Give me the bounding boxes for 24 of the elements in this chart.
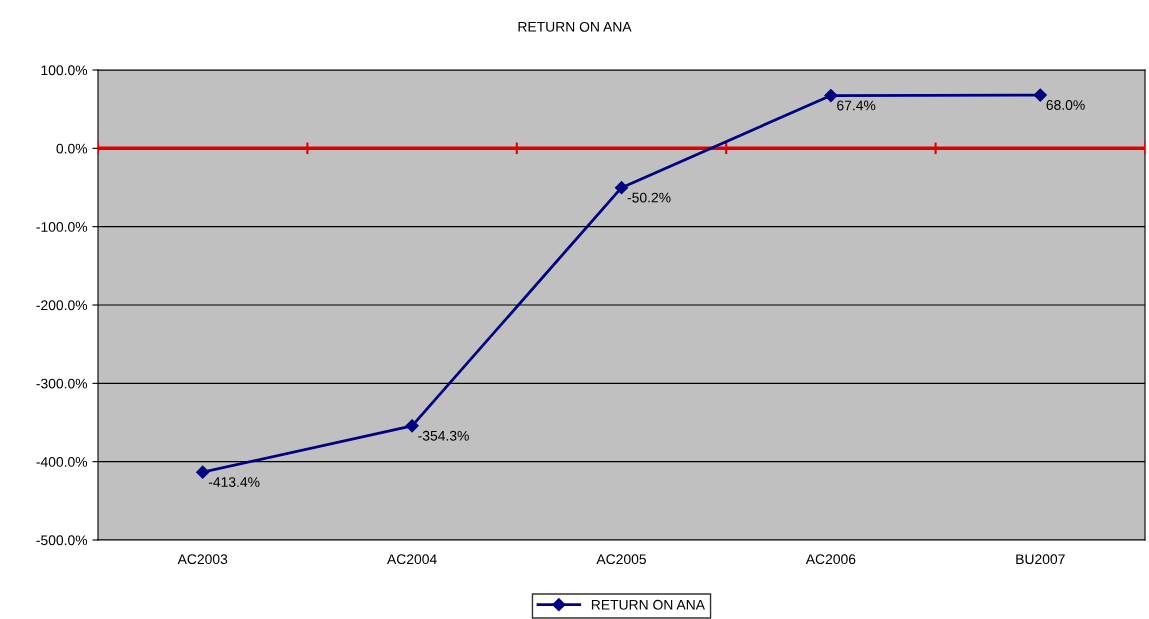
point xyxy=(405,419,419,433)
point xyxy=(614,181,629,195)
x-tick-label: AC2006 xyxy=(805,554,856,565)
chart-title: RETURN ON ANA xyxy=(518,21,632,32)
data-label: -50.2% xyxy=(627,192,671,203)
point xyxy=(1033,88,1047,102)
x-tick-label: AC2003 xyxy=(177,554,228,565)
y-tick-label: -500.0% xyxy=(36,535,88,546)
data-label: 68.0% xyxy=(1046,100,1085,110)
data-label: -354.3% xyxy=(418,430,469,441)
y-tick-label: -100.0% xyxy=(36,222,88,232)
y-tick-label: 100.0% xyxy=(41,65,88,76)
y-tick-label: 0.0% xyxy=(56,143,88,154)
point xyxy=(824,88,838,103)
x-tick-label: AC2004 xyxy=(387,554,437,565)
x-tick-label: BU2007 xyxy=(1016,554,1065,565)
point xyxy=(196,465,210,479)
data-label: -413.4% xyxy=(208,477,260,487)
y-tick-label: -200.0% xyxy=(36,300,88,311)
y-tick-label: -300.0% xyxy=(36,378,88,389)
x-tick-label: AC2005 xyxy=(596,554,647,565)
data-label: 67.4% xyxy=(837,100,876,111)
y-tick-label: -400.0% xyxy=(36,457,88,467)
legend-label: RETURN ON ANA xyxy=(591,599,705,610)
